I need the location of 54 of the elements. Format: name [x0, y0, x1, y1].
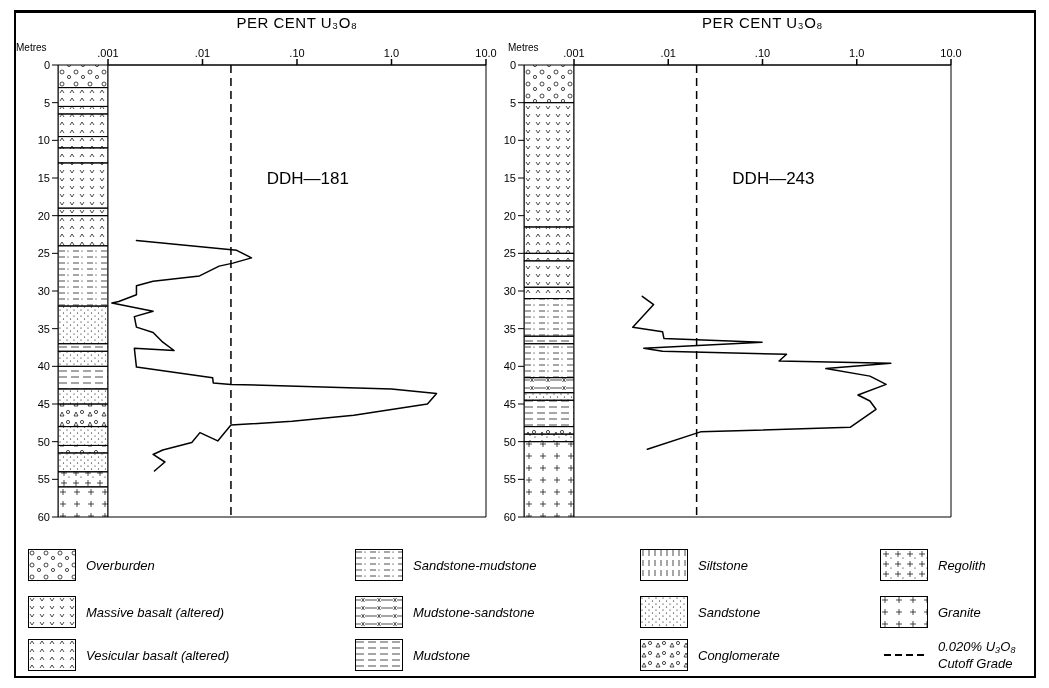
x-tick-label: 10.0: [475, 47, 497, 59]
y-tick-label: 20: [503, 209, 516, 222]
text: Overburden: [86, 556, 155, 574]
y-tick-label: 60: [503, 510, 516, 523]
text: Mudstone-sandstone: [413, 603, 535, 621]
y-tick-label: 60: [37, 510, 50, 523]
y-axis-title: Metres: [508, 42, 539, 53]
y-tick-label: 5: [509, 96, 516, 109]
x-tick-label: .001: [97, 47, 119, 59]
x-tick-label: 10.0: [940, 47, 962, 59]
x-tick-label: .01: [660, 47, 676, 59]
x-tick-label: .01: [194, 47, 211, 59]
text: Massive basalt (altered): [86, 603, 224, 621]
y-tick-label: 30: [503, 284, 516, 297]
text: 0.020% U₃O₈ Cutoff Grade: [938, 638, 1017, 672]
y-tick-label: 55: [503, 473, 516, 486]
y-tick-label: 45: [503, 397, 516, 410]
y-tick-label: 50: [503, 435, 516, 448]
x-tick-label: .10: [754, 47, 771, 59]
y-tick-label: 15: [37, 171, 50, 184]
y-tick-label: 45: [37, 397, 50, 410]
y-tick-label: 15: [503, 171, 516, 184]
text: Conglomerate: [698, 646, 780, 664]
text: Regolith: [938, 556, 986, 574]
y-tick-label: 20: [37, 209, 50, 222]
x-tick-label: 1.0: [383, 47, 400, 59]
x-tick-label: .10: [289, 47, 305, 59]
text: Siltstone: [698, 556, 748, 574]
text: Mudstone: [413, 646, 471, 664]
y-tick-label: 10: [503, 134, 516, 147]
y-tick-label: 40: [37, 360, 50, 373]
y-tick-label: 30: [37, 284, 50, 297]
x-tick-label: .001: [563, 47, 585, 59]
y-tick-label: 35: [503, 322, 516, 335]
text: Sandstone-mudstone: [413, 556, 537, 574]
x-tick-label: 1.0: [849, 47, 865, 59]
x-axis-title: PER CENT U₃O₈: [700, 14, 825, 31]
y-tick-label: 5: [43, 96, 50, 109]
y-tick-label: 25: [503, 247, 516, 260]
text: DDH—181: [266, 168, 349, 189]
y-axis-title: Metres: [16, 42, 47, 53]
y-tick-label: 0: [43, 58, 50, 71]
x-axis-title: PER CENT U₃O₈: [235, 14, 359, 31]
text: Granite: [938, 603, 981, 621]
y-tick-label: 25: [37, 247, 50, 260]
text: Vesicular basalt (altered): [86, 646, 230, 664]
y-tick-label: 10: [37, 134, 50, 147]
text: Sandstone: [698, 603, 761, 621]
y-tick-label: 50: [37, 435, 50, 448]
y-tick-label: 35: [37, 322, 50, 335]
text: DDH—243: [732, 168, 815, 189]
y-tick-label: 0: [509, 58, 516, 71]
y-tick-label: 40: [503, 360, 516, 373]
y-tick-label: 55: [37, 473, 50, 486]
